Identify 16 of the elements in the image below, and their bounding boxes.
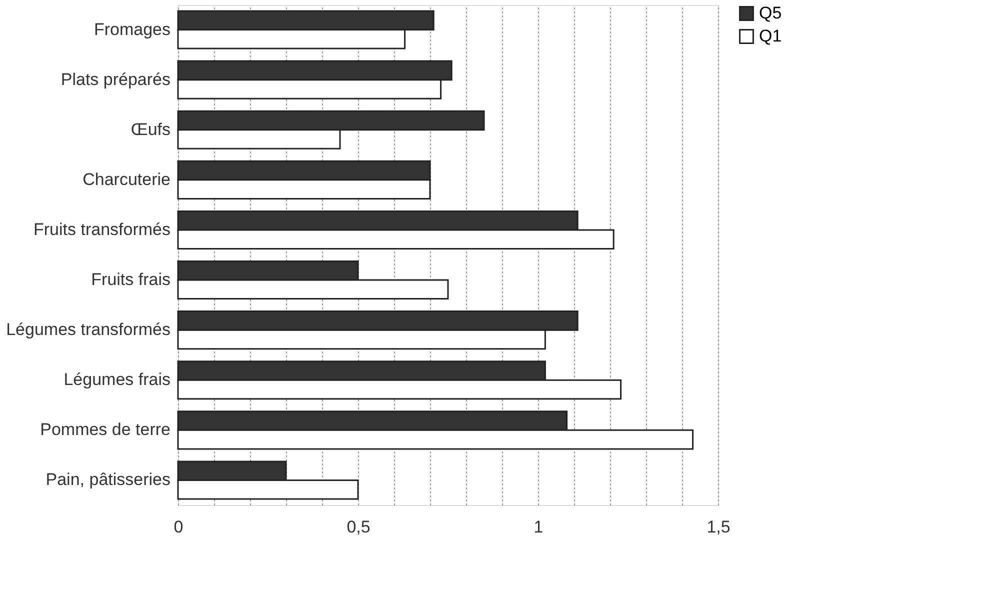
y-tick-label: Œufs	[130, 120, 170, 139]
y-tick-label: Légumes transformés	[6, 320, 170, 340]
x-tick-label: 0	[174, 518, 184, 536]
legend-label: Q5	[759, 4, 782, 22]
y-tick-label: Légumes frais	[64, 370, 170, 390]
y-tick-label: Plats préparés	[60, 70, 170, 89]
y-tick-label: Fruits frais	[91, 270, 170, 290]
y-tick-label: Fruits transformés	[34, 220, 170, 239]
y-tick-label: Pommes de terre	[40, 420, 170, 440]
legend-label: Q1	[759, 26, 782, 46]
y-tick-label: Fromages	[94, 20, 170, 39]
y-tick-label: Pain, pâtisseries	[46, 470, 170, 490]
x-tick-label: 1,5	[706, 518, 730, 536]
x-tick-label: 1	[534, 518, 544, 536]
x-tick-label: 0,5	[346, 518, 370, 536]
y-tick-label: Charcuterie	[82, 170, 170, 189]
